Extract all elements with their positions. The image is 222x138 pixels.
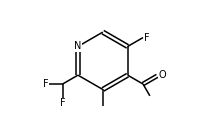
Text: O: O: [158, 70, 166, 80]
Text: F: F: [43, 79, 48, 89]
Text: N: N: [74, 41, 82, 51]
Text: F: F: [60, 98, 65, 108]
Text: F: F: [144, 33, 150, 43]
